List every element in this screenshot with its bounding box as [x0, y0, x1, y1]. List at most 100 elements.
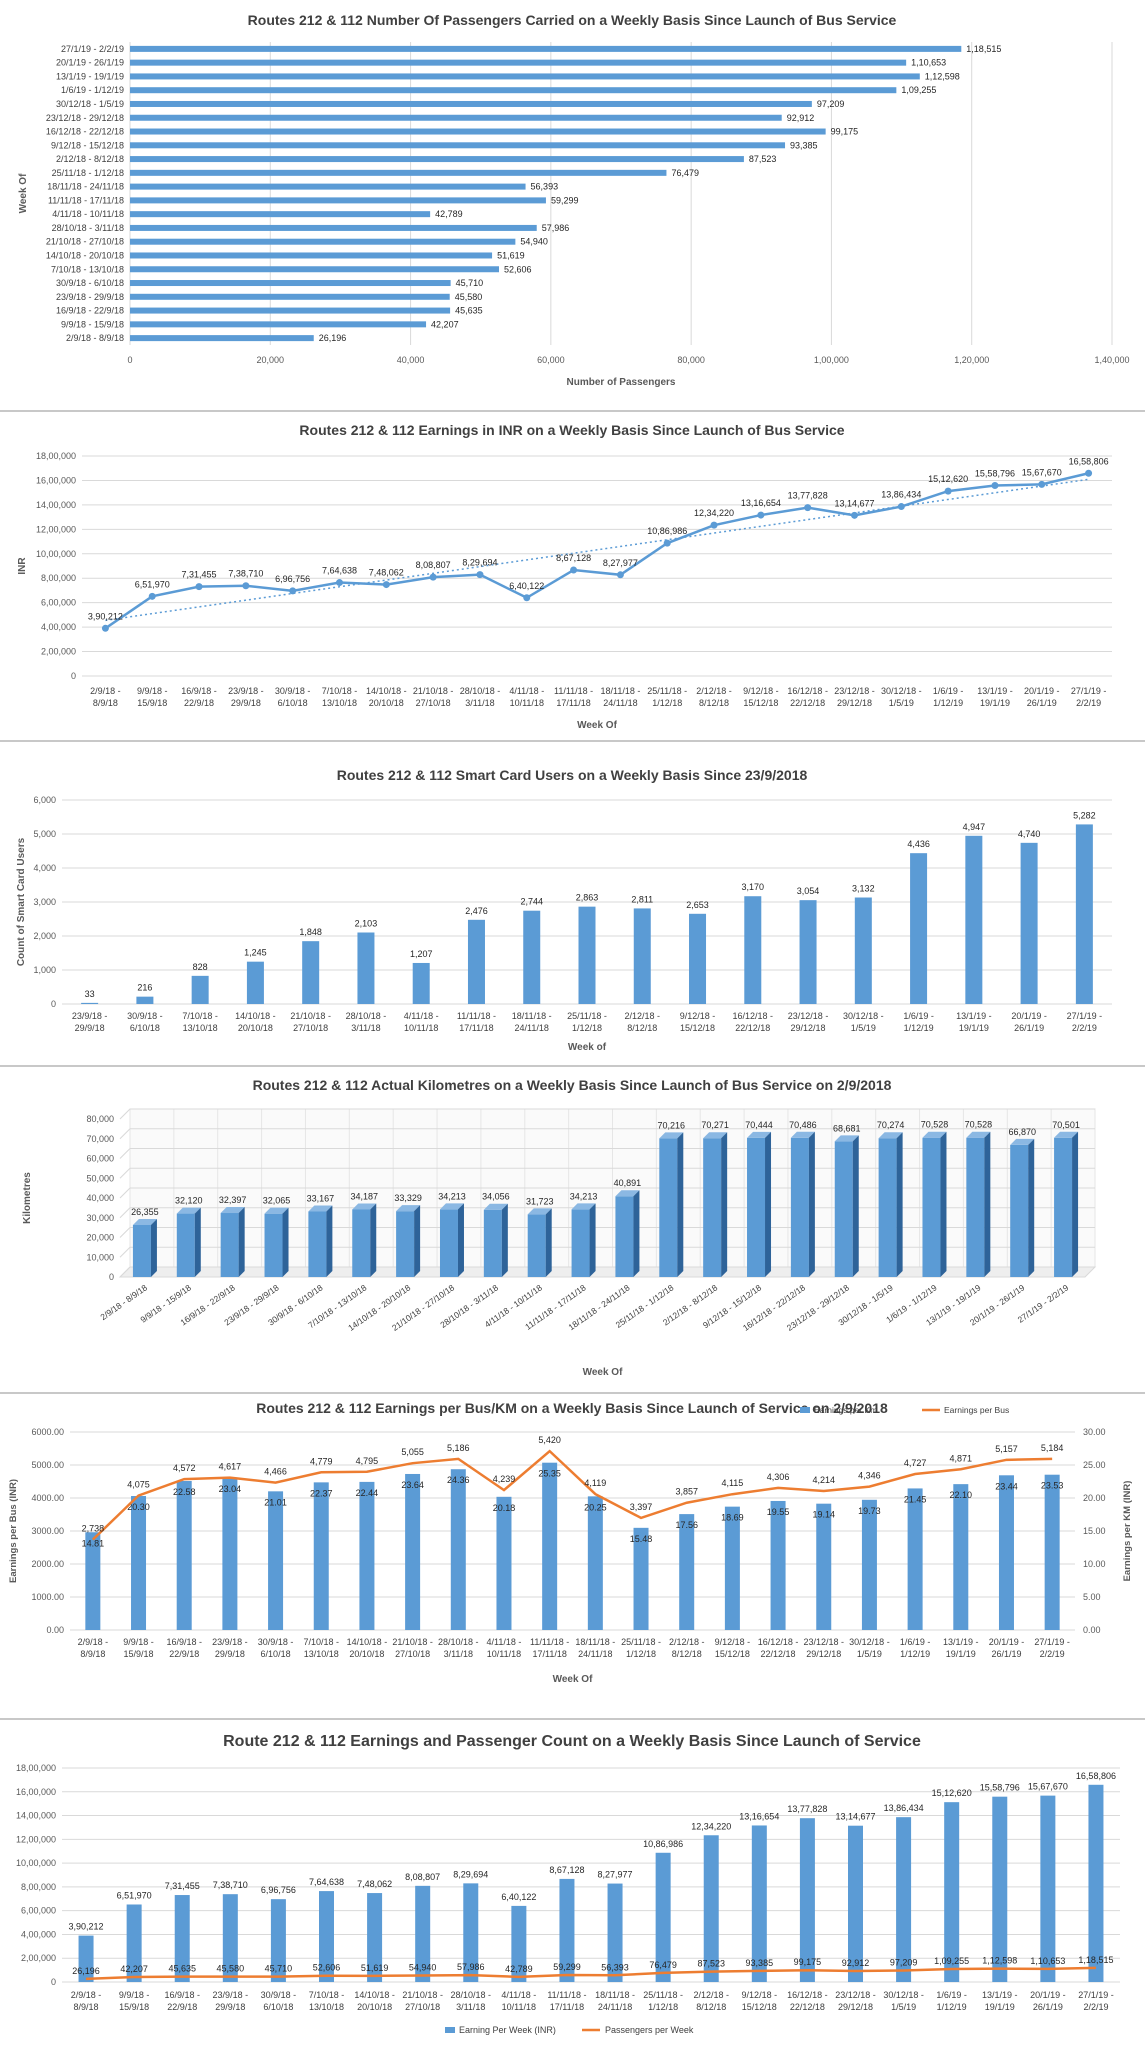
- y2-tick-label: 20.00: [1083, 1493, 1106, 1503]
- y-tick-label: 5000.00: [31, 1460, 64, 1470]
- bar-side: [721, 1132, 728, 1277]
- y2-axis-title: Earnings per KM (INR): [1122, 1481, 1133, 1582]
- x-tick-label: 30/9/18 -: [127, 1011, 163, 1021]
- data-label: 4,075: [127, 1480, 150, 1490]
- bar-top: [527, 1208, 552, 1215]
- data-label: 15,12,620: [928, 474, 968, 484]
- data-label: 1,09,255: [901, 85, 936, 95]
- bar-side: [370, 1203, 377, 1277]
- data-label: 8,27,977: [598, 1870, 633, 1880]
- data-label: 4,779: [310, 1456, 333, 1466]
- x-tick-label: 18/11/18 -: [600, 686, 640, 696]
- x-tick-label: 8/12/18: [672, 1649, 702, 1659]
- x-tick-label: 2/9/18 -: [71, 1990, 102, 2000]
- data-label: 1,12,598: [925, 71, 960, 81]
- data-label: 16,58,806: [1076, 1771, 1116, 1781]
- x-tick-label: 22/9/18: [184, 698, 214, 708]
- data-label: 32,065: [263, 1196, 291, 1206]
- y-axis-title: Week Of: [18, 173, 29, 213]
- x-tick-label: 21/10/18 -: [413, 686, 454, 696]
- y-tick-label: 8,00,000: [41, 573, 76, 583]
- bar-top: [571, 1203, 596, 1210]
- bar: [615, 1196, 634, 1277]
- earnings-passengers-chart: Route 212 & 112 Earnings and Passenger C…: [16, 1733, 1120, 2035]
- y-tick-label: 0: [51, 999, 56, 1009]
- bar: [816, 1503, 832, 1630]
- data-label: 22.10: [950, 1490, 973, 1500]
- bar: [496, 1496, 512, 1630]
- y2-tick-label: 15.00: [1083, 1526, 1106, 1536]
- y-tick-label: 18/11/18 - 24/11/18: [47, 182, 124, 192]
- x-tick-label: 2/9/18 -: [78, 1637, 109, 1647]
- x-tick-label: 13/10/18: [322, 698, 357, 708]
- data-label: 45,635: [168, 1964, 196, 1974]
- x-tick-label: 29/9/18: [75, 1023, 105, 1033]
- bar: [1020, 842, 1038, 1004]
- y-tick-label: 6,00,000: [41, 598, 76, 608]
- data-label: 21.45: [904, 1494, 927, 1504]
- bar: [511, 1905, 527, 1982]
- data-label: 12,34,220: [694, 508, 734, 518]
- bar: [130, 142, 786, 149]
- x-tick-label: 24/11/18: [603, 698, 637, 708]
- bar: [655, 1852, 671, 1982]
- data-point: [195, 583, 203, 591]
- x-axis-title: Week of: [568, 1042, 607, 1053]
- bar: [415, 1885, 431, 1982]
- data-label: 7,31,455: [165, 1881, 200, 1891]
- earnings-per-bus-km-chart: Routes 212 & 112 Earnings per Bus/KM on …: [8, 1400, 1133, 1685]
- data-label: 19.55: [767, 1507, 790, 1517]
- data-point: [148, 592, 156, 600]
- data-label: 26,355: [131, 1207, 159, 1217]
- bar: [130, 87, 897, 94]
- chart-title: Routes 212 & 112 Earnings per Bus/KM on …: [256, 1400, 888, 1416]
- data-label: 34,213: [438, 1191, 466, 1201]
- x-tick-label: 6/10/18: [261, 1649, 291, 1659]
- data-label: 6,51,970: [135, 579, 170, 589]
- x-tick-label: 7/10/18 -: [182, 1011, 218, 1021]
- data-label: 68,681: [833, 1123, 861, 1133]
- chart-title: Routes 212 & 112 Actual Kilometres on a …: [253, 1077, 892, 1093]
- gridline: [119, 1187, 131, 1199]
- y-tick-label: 9/12/18 - 15/12/18: [51, 140, 124, 150]
- data-label: 4,727: [904, 1458, 927, 1468]
- x-tick-label: 2/12/18 -: [693, 1990, 729, 2000]
- bar: [191, 975, 209, 1004]
- y-axis-title: Count of Smart Card Users: [16, 837, 27, 966]
- x-tick-label: 2/2/19: [1040, 1649, 1065, 1659]
- y-tick-label: 50,000: [86, 1173, 114, 1183]
- x-tick-label: 14/10/18 -: [366, 686, 407, 696]
- x-tick-label: 15/9/18: [124, 1649, 154, 1659]
- x-tick-label: 25/11/18 -: [647, 686, 687, 696]
- x-tick-label: 3/11/18: [465, 698, 494, 708]
- data-label: 70,528: [921, 1120, 949, 1130]
- bar-top: [396, 1205, 421, 1212]
- bar-top: [834, 1135, 859, 1142]
- bar: [483, 1209, 502, 1277]
- data-label: 66,870: [1008, 1127, 1036, 1137]
- x-tick-label: 28/10/18 -: [460, 686, 501, 696]
- data-point: [991, 481, 999, 489]
- data-label: 15.48: [630, 1534, 653, 1544]
- x-tick-label: 16/12/18 -: [787, 686, 828, 696]
- bar: [222, 1477, 238, 1630]
- x-tick-label: 29/9/18: [231, 698, 261, 708]
- y-tick-label: 4,00,000: [21, 1929, 56, 1939]
- x-tick-label: 3/11/18: [351, 1023, 380, 1033]
- bar-side: [1072, 1131, 1079, 1277]
- x-tick-label: 2/12/18 -: [669, 1637, 705, 1647]
- bar: [523, 910, 541, 1004]
- bar: [132, 1224, 151, 1277]
- bar: [848, 1825, 863, 1982]
- x-tick-label: 1/12/18: [648, 2002, 678, 2012]
- legend-swatch: [445, 2027, 455, 2033]
- y2-tick-label: 25.00: [1083, 1460, 1106, 1470]
- data-label: 13,77,828: [788, 491, 828, 501]
- x-tick-label: 9/9/18 -: [123, 1637, 154, 1647]
- data-label: 52,606: [313, 1963, 341, 1973]
- data-label: 4,306: [767, 1472, 790, 1482]
- data-label: 87,523: [697, 1959, 725, 1969]
- earnings-chart: Routes 212 & 112 Earnings in INR on a We…: [17, 422, 1112, 731]
- data-label: 70,274: [877, 1120, 905, 1130]
- bar: [130, 307, 451, 314]
